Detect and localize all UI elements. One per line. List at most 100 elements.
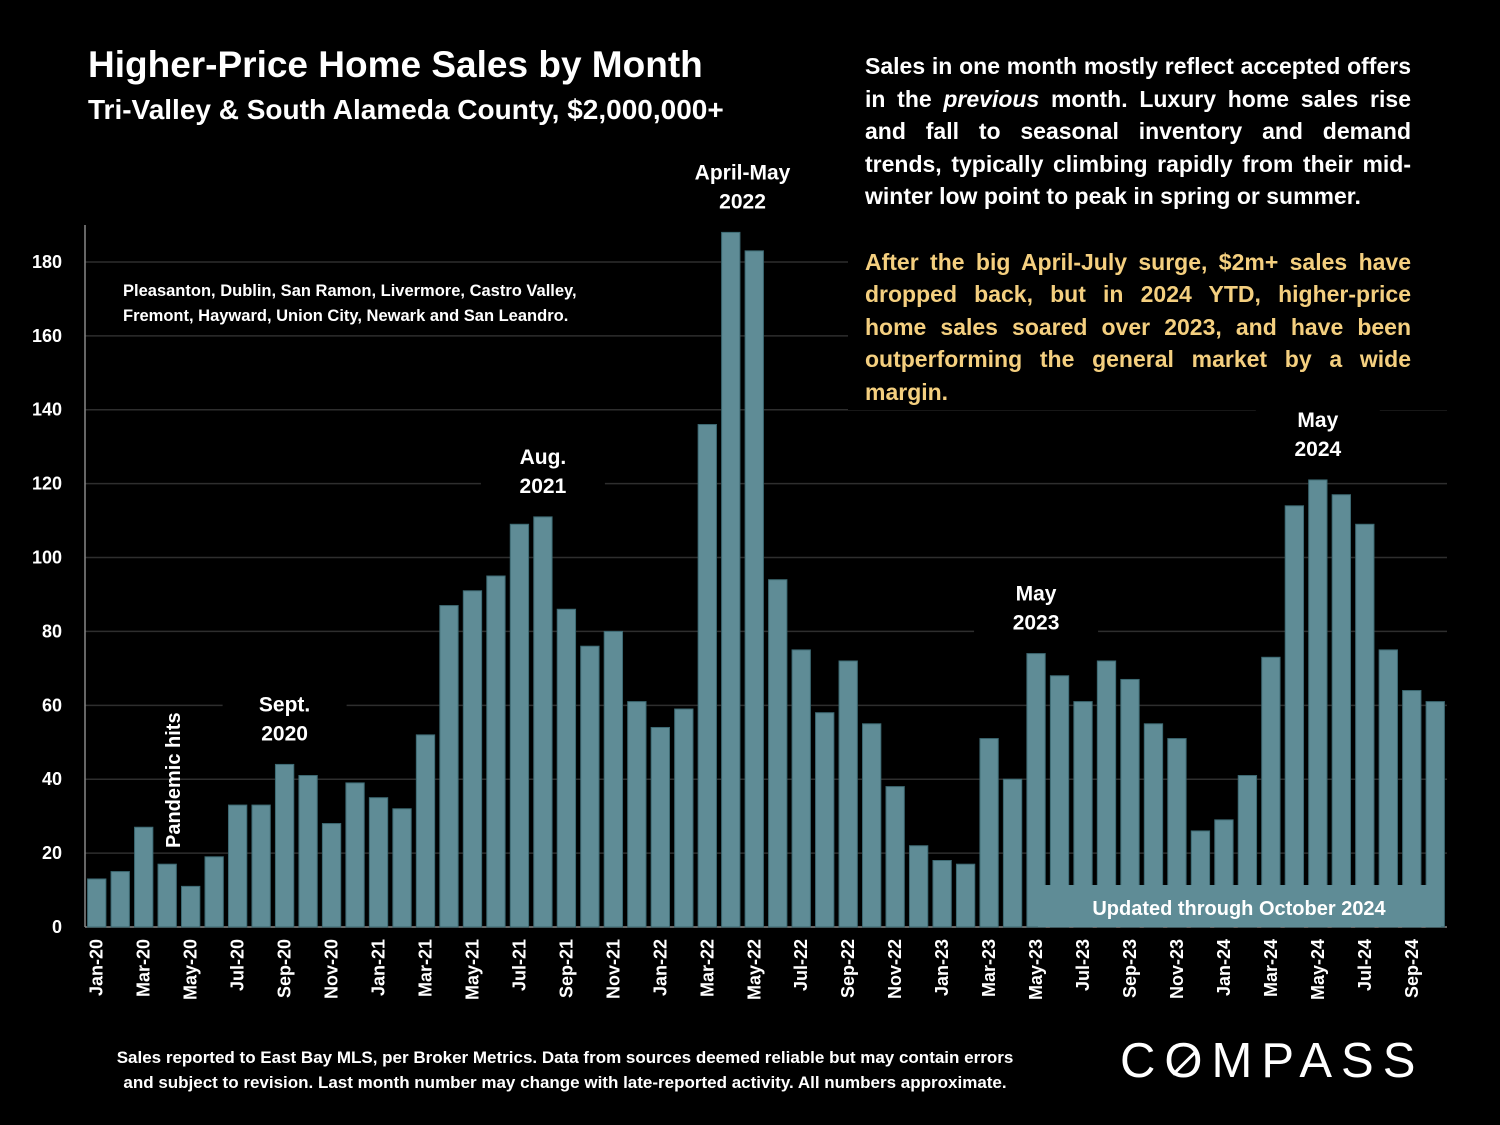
x-tick-label: May-21 <box>462 939 482 1000</box>
x-tick-label: Sep-23 <box>1120 939 1140 998</box>
bar <box>181 885 201 928</box>
x-tick-label: May-23 <box>1026 939 1046 1000</box>
bar <box>768 579 788 928</box>
bar <box>439 605 459 928</box>
y-tick-label: 20 <box>42 843 62 863</box>
bar <box>955 863 976 928</box>
bar <box>321 823 342 928</box>
bar <box>486 575 506 928</box>
bar <box>298 775 318 928</box>
x-tick-label: Nov-23 <box>1167 939 1187 999</box>
footnote-line-2: and subject to revision. Last month numb… <box>123 1073 1007 1092</box>
bar <box>815 712 835 928</box>
bar <box>697 424 717 928</box>
commentary-paragraph-2: After the big April-July surge, $2m+ sal… <box>865 248 1411 405</box>
x-tick-label: Nov-22 <box>885 939 905 999</box>
bar <box>580 645 600 928</box>
x-tick-label: Jan-20 <box>87 939 107 996</box>
x-tick-label: Mar-21 <box>416 939 436 997</box>
annotation-mask <box>680 142 805 215</box>
bar <box>862 723 882 928</box>
bar <box>627 701 647 928</box>
annotation-mask <box>480 426 605 499</box>
bar <box>110 871 130 928</box>
bar <box>368 797 389 928</box>
bar <box>556 608 577 928</box>
annotation-mask <box>222 674 347 747</box>
x-tick-label: Sep-22 <box>838 939 858 998</box>
x-tick-label: Mar-20 <box>134 939 154 997</box>
x-tick-label: Jan-23 <box>932 939 952 996</box>
commentary: Sales in one month mostly reflect accept… <box>865 50 1411 441</box>
bar <box>204 856 224 928</box>
x-tick-label: May-24 <box>1308 939 1328 1000</box>
x-tick-label: May-22 <box>744 939 764 1000</box>
annotation-pandemic: Pandemic hits <box>163 712 185 848</box>
x-tick-label: Jan-21 <box>369 939 389 996</box>
annotation-label: 2023 <box>1013 612 1060 635</box>
x-tick-label: Sep-21 <box>556 939 576 998</box>
x-tick-label: Jan-24 <box>1214 939 1234 996</box>
bar <box>650 726 670 928</box>
y-tick-label: 40 <box>42 769 62 789</box>
commentary-text: month. Luxury home sales rise and fall t… <box>865 85 1411 210</box>
annotation-mask <box>1255 389 1380 462</box>
bar <box>908 845 929 928</box>
region-note-mask <box>108 268 628 330</box>
bar <box>1002 778 1023 928</box>
x-tick-label: Mar-24 <box>1261 939 1281 997</box>
bar <box>1355 523 1375 928</box>
commentary-mask <box>848 225 1448 410</box>
y-tick-label: 80 <box>42 621 62 641</box>
x-tick-label: Jul-24 <box>1355 939 1375 991</box>
updated-note-box <box>1038 885 1441 927</box>
x-tick-label: Jul-22 <box>791 939 811 991</box>
annotation-label: 2024 <box>1294 438 1341 461</box>
y-tick-label: 100 <box>32 548 62 568</box>
bar <box>462 590 483 928</box>
x-tick-label: Jul-21 <box>509 939 529 991</box>
y-tick-label: 60 <box>42 695 62 715</box>
bar <box>838 660 858 928</box>
bar <box>1308 479 1328 928</box>
footnote: Sales reported to East Bay MLS, per Brok… <box>80 1045 1050 1095</box>
region-note-line: Pleasanton, Dublin, San Ramon, Livermore… <box>123 282 577 300</box>
bar <box>157 863 177 928</box>
x-tick-label: Mar-22 <box>697 939 717 997</box>
bar <box>979 738 999 928</box>
bar <box>87 878 107 928</box>
x-tick-label: May-20 <box>181 939 201 1000</box>
x-tick-label: Nov-21 <box>603 939 623 999</box>
bar <box>791 649 811 928</box>
bar <box>1331 494 1351 928</box>
annotation-label: May <box>1297 409 1338 432</box>
region-note-line: Fremont, Hayward, Union City, Newark and… <box>123 307 568 325</box>
bar <box>744 250 764 928</box>
y-tick-label: 140 <box>32 400 62 420</box>
commentary-emphasis: previous <box>943 85 1040 112</box>
annotation-label: 2022 <box>719 190 766 213</box>
bar <box>533 516 553 928</box>
bar <box>674 708 694 928</box>
footnote-line-1: Sales reported to East Bay MLS, per Brok… <box>116 1048 1014 1067</box>
x-tick-label: Jan-22 <box>650 939 670 996</box>
annotation-mask <box>974 563 1099 636</box>
chart-title: Higher-Price Home Sales by Month <box>88 44 703 85</box>
bar <box>415 734 436 928</box>
bar <box>274 763 295 928</box>
bar <box>134 826 154 928</box>
bar <box>227 804 248 928</box>
bar <box>721 231 741 928</box>
annotation-label: 2021 <box>520 475 567 498</box>
commentary-paragraph-1: Sales in one month mostly reflect accept… <box>865 50 1411 213</box>
annotation-label: May <box>1016 583 1057 606</box>
y-tick-label: 180 <box>32 252 62 272</box>
bar <box>1026 653 1046 928</box>
annotation-label: April-May <box>695 161 791 184</box>
annotation-label: Aug. <box>520 446 567 469</box>
x-tick-label: Sep-24 <box>1402 939 1422 998</box>
x-tick-label: Nov-20 <box>322 939 342 999</box>
bar <box>251 804 271 928</box>
y-tick-label: 0 <box>52 917 62 937</box>
